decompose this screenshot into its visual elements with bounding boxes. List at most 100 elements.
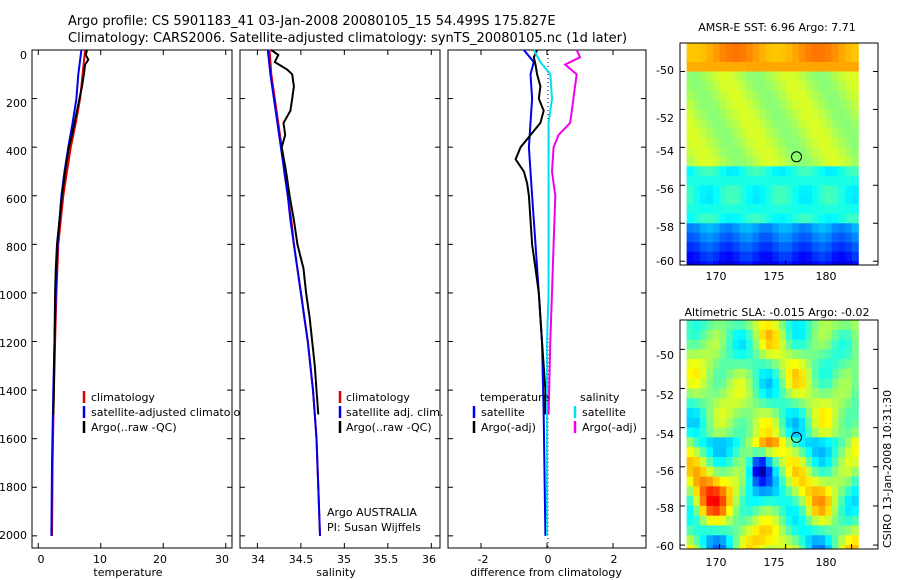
- heatmap-cell: [765, 147, 773, 158]
- heatmap-cell: [699, 398, 707, 409]
- heatmap-cell: [719, 535, 727, 546]
- heatmap-cell: [699, 118, 707, 129]
- heatmap-cell: [699, 213, 707, 224]
- heatmap-cell: [706, 339, 714, 350]
- heatmap-cell: [765, 223, 773, 234]
- temperature-xlabel: temperature: [93, 566, 162, 579]
- heatmap-cell: [765, 204, 773, 215]
- heatmap-cell: [798, 486, 806, 497]
- heatmap-cell: [805, 476, 813, 487]
- heatmap-cell: [838, 204, 846, 215]
- heatmap-cell: [798, 71, 806, 82]
- heatmap-cell: [726, 476, 734, 487]
- heatmap-cell: [831, 71, 839, 82]
- heatmap-cell: [812, 261, 820, 265]
- heatmap-cell: [772, 329, 780, 341]
- heatmap-cell: [686, 156, 694, 167]
- heatmap-cell: [739, 476, 747, 487]
- heatmap-cell: [798, 204, 806, 215]
- heatmap-cell: [699, 368, 707, 380]
- heatmap-cell: [785, 62, 793, 73]
- heatmap-cell: [792, 320, 800, 331]
- heatmap-cell: [706, 52, 714, 63]
- heatmap-cell: [746, 90, 754, 101]
- heatmap-cell: [779, 368, 787, 380]
- heatmap-cell: [706, 223, 714, 234]
- heatmap-cell: [765, 388, 773, 399]
- heatmap-cell: [785, 213, 793, 224]
- heatmap-cell: [805, 109, 813, 120]
- heatmap-cell: [759, 43, 767, 54]
- heatmap-cell: [838, 359, 846, 370]
- heatmap-cell: [765, 437, 773, 448]
- heatmap-cell: [818, 496, 826, 507]
- heatmap-cell: [772, 52, 780, 63]
- heatmap-cell: [765, 242, 773, 253]
- heatmap-cell: [693, 447, 701, 458]
- heatmap-cell: [726, 320, 734, 331]
- heatmap-cell: [686, 99, 694, 110]
- heatmap-cell: [713, 43, 721, 54]
- heatmap-cell: [785, 52, 793, 63]
- heatmap-cell: [713, 242, 721, 253]
- heatmap-cell: [779, 137, 787, 148]
- heatmap-cell: [838, 118, 846, 129]
- heatmap-cell: [779, 185, 787, 196]
- heatmap-cell: [759, 223, 767, 234]
- heatmap-cell: [812, 545, 820, 549]
- heatmap-cell: [825, 505, 833, 517]
- heatmap-cell: [838, 166, 846, 177]
- heatmap-cell: [693, 359, 701, 370]
- heatmap-cell: [713, 62, 721, 73]
- heatmap-cell: [732, 232, 740, 243]
- heatmap-cell: [706, 359, 714, 370]
- sst-xtick-180: 180: [816, 270, 837, 283]
- heatmap-cell: [779, 466, 787, 478]
- difference-xlabel: difference from climatology: [470, 566, 622, 579]
- heatmap-cell: [851, 515, 859, 527]
- heatmap-cell: [831, 194, 839, 205]
- heatmap-cell: [752, 175, 760, 186]
- heatmap-cell: [818, 261, 826, 265]
- difference-panel: -2 0 2 difference from climatology tempe…: [447, 49, 647, 579]
- heatmap-cell: [825, 242, 833, 253]
- heatmap-cell: [699, 349, 707, 360]
- heatmap-cell: [686, 496, 694, 507]
- heatmap-cell: [746, 535, 754, 546]
- heatmap-cell: [792, 52, 800, 63]
- heatmap-cell: [825, 476, 833, 487]
- heatmap-cell: [686, 52, 694, 63]
- heatmap-cell: [706, 329, 714, 341]
- legend-climatology: climatology: [91, 391, 155, 404]
- heatmap-cell: [719, 128, 727, 139]
- heatmap-cell: [798, 378, 806, 390]
- legend-satellite-adjusted: satellite-adjusted climatology: [91, 406, 254, 419]
- heatmap-cell: [719, 118, 727, 129]
- heatmap-cell: [686, 447, 694, 458]
- heatmap-cell: [693, 515, 701, 527]
- heatmap-cell: [765, 525, 773, 536]
- heatmap-cell: [693, 496, 701, 507]
- heatmap-cell: [699, 166, 707, 177]
- heatmap-cell: [706, 251, 714, 262]
- heatmap-cell: [686, 466, 694, 478]
- heatmap-cell: [838, 137, 846, 148]
- legend-temperature-title: temperature: [480, 391, 549, 404]
- heatmap-cell: [812, 156, 820, 167]
- salinity-panel: 34 34.5 35 35.5 36 salinity climatology …: [239, 49, 443, 579]
- heatmap-cell: [732, 505, 740, 517]
- heatmap-cell: [693, 476, 701, 487]
- heatmap-cell: [726, 466, 734, 478]
- heatmap-cell: [792, 128, 800, 139]
- heatmap-cell: [785, 349, 793, 360]
- heatmap-cell: [693, 427, 701, 438]
- heatmap-cell: [739, 175, 747, 186]
- heatmap-cell: [772, 417, 780, 429]
- heatmap-cell: [805, 223, 813, 234]
- heatmap-cell: [706, 496, 714, 507]
- sla-ytick-50: -50: [656, 349, 674, 362]
- heatmap-cell: [752, 447, 760, 458]
- heatmap-cell: [752, 109, 760, 120]
- heatmap-cell: [732, 175, 740, 186]
- heatmap-cell: [831, 166, 839, 177]
